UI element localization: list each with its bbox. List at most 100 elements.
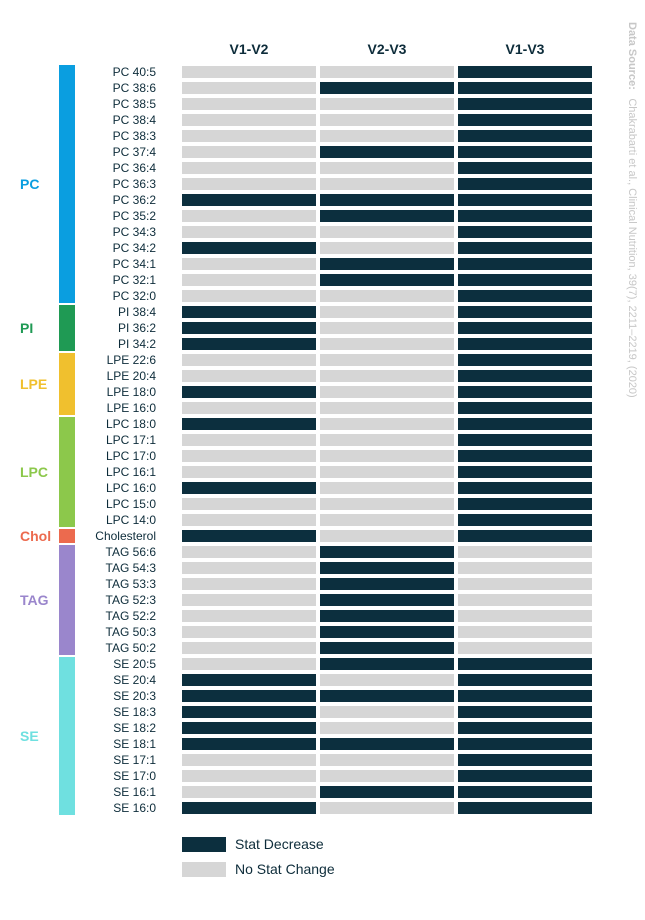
- heatmap-cell-pc-36-2-v1-v2: [182, 194, 316, 206]
- heatmap-cell-se-20-5-v1-v2: [182, 658, 316, 670]
- row-label: SE 16:1: [113, 785, 156, 799]
- heatmap-cell-pc-32-0-v1-v3: [458, 290, 592, 302]
- row-label: SE 17:0: [113, 769, 156, 783]
- heatmap-cell-se-16-0-v1-v2: [182, 802, 316, 814]
- heatmap-cell-pc-38-6-v2-v3: [320, 82, 454, 94]
- row-label: Cholesterol: [95, 529, 156, 543]
- heatmap-cell-pc-38-6-v1-v3: [458, 82, 592, 94]
- heatmap-cell-pi-36-2-v1-v2: [182, 322, 316, 334]
- heatmap-cell-se-17-1-v2-v3: [320, 754, 454, 766]
- heatmap-cell-se-18-1-v1-v2: [182, 738, 316, 750]
- group-bars: PC PI LPE LPC Chol TAG SE: [20, 65, 75, 815]
- heatmap-cell-lpc-14-0-v1-v3: [458, 514, 592, 526]
- heatmap-cell-pc-38-5-v2-v3: [320, 98, 454, 110]
- row-label: PC 36:2: [113, 193, 157, 207]
- heatmap-cell-se-20-4-v2-v3: [320, 674, 454, 686]
- heatmap-cell-pc-36-2-v1-v3: [458, 194, 592, 206]
- heatmap-cell-pi-34-2-v1-v2: [182, 338, 316, 350]
- column-headers: V1-V2 V2-V3 V1-V3: [230, 41, 545, 57]
- heatmap-cell-se-20-5-v1-v3: [458, 658, 592, 670]
- heatmap-cell-se-18-2-v2-v3: [320, 722, 454, 734]
- row-label: PI 34:2: [118, 337, 156, 351]
- heatmap-cell-pc-34-2-v2-v3: [320, 242, 454, 254]
- heatmap-cell-se-16-1-v1-v3: [458, 786, 592, 798]
- row-label: PC 36:3: [113, 177, 157, 191]
- heatmap-cell-pi-38-4-v2-v3: [320, 306, 454, 318]
- heatmap-cell-lpc-14-0-v2-v3: [320, 514, 454, 526]
- heatmap-cell-lpc-18-0-v2-v3: [320, 418, 454, 430]
- heatmap-cell-pc-38-3-v2-v3: [320, 130, 454, 142]
- heatmap-cell-tag-53-3-v1-v3: [458, 578, 592, 590]
- group-bar-pi: [59, 305, 75, 351]
- heatmap-cell-lpe-16-0-v1-v3: [458, 402, 592, 414]
- group-bar-pc: [59, 65, 75, 303]
- row-label: PC 38:6: [113, 81, 157, 95]
- heatmap-cell-pc-40-5-v1-v3: [458, 66, 592, 78]
- heatmap-cell-se-18-2-v1-v2: [182, 722, 316, 734]
- heatmap-cell-pc-37-4-v1-v2: [182, 146, 316, 158]
- heatmap-cell-pi-34-2-v1-v3: [458, 338, 592, 350]
- heatmap-cell-tag-53-3-v2-v3: [320, 578, 454, 590]
- heatmap-cell-cholesterol-v1-v2: [182, 530, 316, 542]
- heatmap-cell-se-17-0-v1-v3: [458, 770, 592, 782]
- heatmap-cell-tag-56-6-v2-v3: [320, 546, 454, 558]
- row-label: LPC 18:0: [106, 417, 156, 431]
- data-source-label: Data Source:: [626, 22, 638, 90]
- heatmap-cell-pc-40-5-v2-v3: [320, 66, 454, 78]
- heatmap-cell-pc-36-3-v2-v3: [320, 178, 454, 190]
- row-label: PC 34:1: [113, 257, 157, 271]
- heatmap-cell-pc-37-4-v1-v3: [458, 146, 592, 158]
- row-label: PI 36:2: [118, 321, 156, 335]
- heatmap-cell-pc-38-5-v1-v2: [182, 98, 316, 110]
- group-bar-lpc: [59, 417, 75, 527]
- heatmap-cell-lpe-20-4-v2-v3: [320, 370, 454, 382]
- row-label: LPE 18:0: [107, 385, 157, 399]
- row-label: SE 18:1: [113, 737, 156, 751]
- heatmap-cell-pc-36-3-v1-v3: [458, 178, 592, 190]
- group-label-lpe: LPE: [20, 376, 47, 392]
- heatmap-cell-se-20-5-v2-v3: [320, 658, 454, 670]
- row-label: SE 20:3: [113, 689, 156, 703]
- heatmap-cell-se-16-1-v1-v2: [182, 786, 316, 798]
- heatmap-cell-lpe-18-0-v1-v3: [458, 386, 592, 398]
- heatmap-cell-tag-50-2-v1-v3: [458, 642, 592, 654]
- heatmap-cell-tag-53-3-v1-v2: [182, 578, 316, 590]
- heatmap-cell-pi-36-2-v2-v3: [320, 322, 454, 334]
- heatmap-cell-pc-37-4-v2-v3: [320, 146, 454, 158]
- heatmap-cell-lpc-16-1-v1-v3: [458, 466, 592, 478]
- row-label: SE 18:3: [113, 705, 156, 719]
- heatmap-cell-lpc-14-0-v1-v2: [182, 514, 316, 526]
- heatmap-cell-lpe-18-0-v2-v3: [320, 386, 454, 398]
- row-label: PC 40:5: [113, 65, 157, 79]
- heatmap-cell-se-20-4-v1-v3: [458, 674, 592, 686]
- heatmap-cell-se-18-3-v2-v3: [320, 706, 454, 718]
- row-label: LPC 15:0: [106, 497, 156, 511]
- heatmap-cell-pc-34-2-v1-v2: [182, 242, 316, 254]
- heatmap-cell-lpc-18-0-v1-v3: [458, 418, 592, 430]
- row-label: SE 18:2: [113, 721, 156, 735]
- heatmap-cell-lpe-20-4-v1-v3: [458, 370, 592, 382]
- heatmap-cell-tag-50-3-v1-v3: [458, 626, 592, 638]
- heatmap-cell-se-17-1-v1-v3: [458, 754, 592, 766]
- row-label: TAG 56:6: [106, 545, 157, 559]
- heatmap-cell-pc-34-3-v2-v3: [320, 226, 454, 238]
- heatmap-cell-tag-56-6-v1-v2: [182, 546, 316, 558]
- heatmap-cell-pc-38-6-v1-v2: [182, 82, 316, 94]
- heatmap-cell-se-18-2-v1-v3: [458, 722, 592, 734]
- heatmap-cell-pc-32-1-v1-v3: [458, 274, 592, 286]
- heatmap-cell-se-18-3-v1-v2: [182, 706, 316, 718]
- row-label: TAG 50:3: [106, 625, 157, 639]
- heatmap-cell-pc-35-2-v1-v3: [458, 210, 592, 222]
- heatmap-cell-lpc-16-1-v1-v2: [182, 466, 316, 478]
- heatmap-cell-pc-40-5-v1-v2: [182, 66, 316, 78]
- column-header-v1-v2: V1-V2: [230, 41, 269, 57]
- heatmap-cell-pc-35-2-v1-v2: [182, 210, 316, 222]
- heatmap-cell-pi-38-4-v1-v3: [458, 306, 592, 318]
- heatmap-cell-lpc-16-0-v1-v2: [182, 482, 316, 494]
- heatmap-cell-pc-36-2-v2-v3: [320, 194, 454, 206]
- heatmap-cell-lpc-18-0-v1-v2: [182, 418, 316, 430]
- heatmap-cell-pc-32-0-v2-v3: [320, 290, 454, 302]
- heatmap-cell-lpe-18-0-v1-v2: [182, 386, 316, 398]
- heatmap-cell-lpc-15-0-v1-v2: [182, 498, 316, 510]
